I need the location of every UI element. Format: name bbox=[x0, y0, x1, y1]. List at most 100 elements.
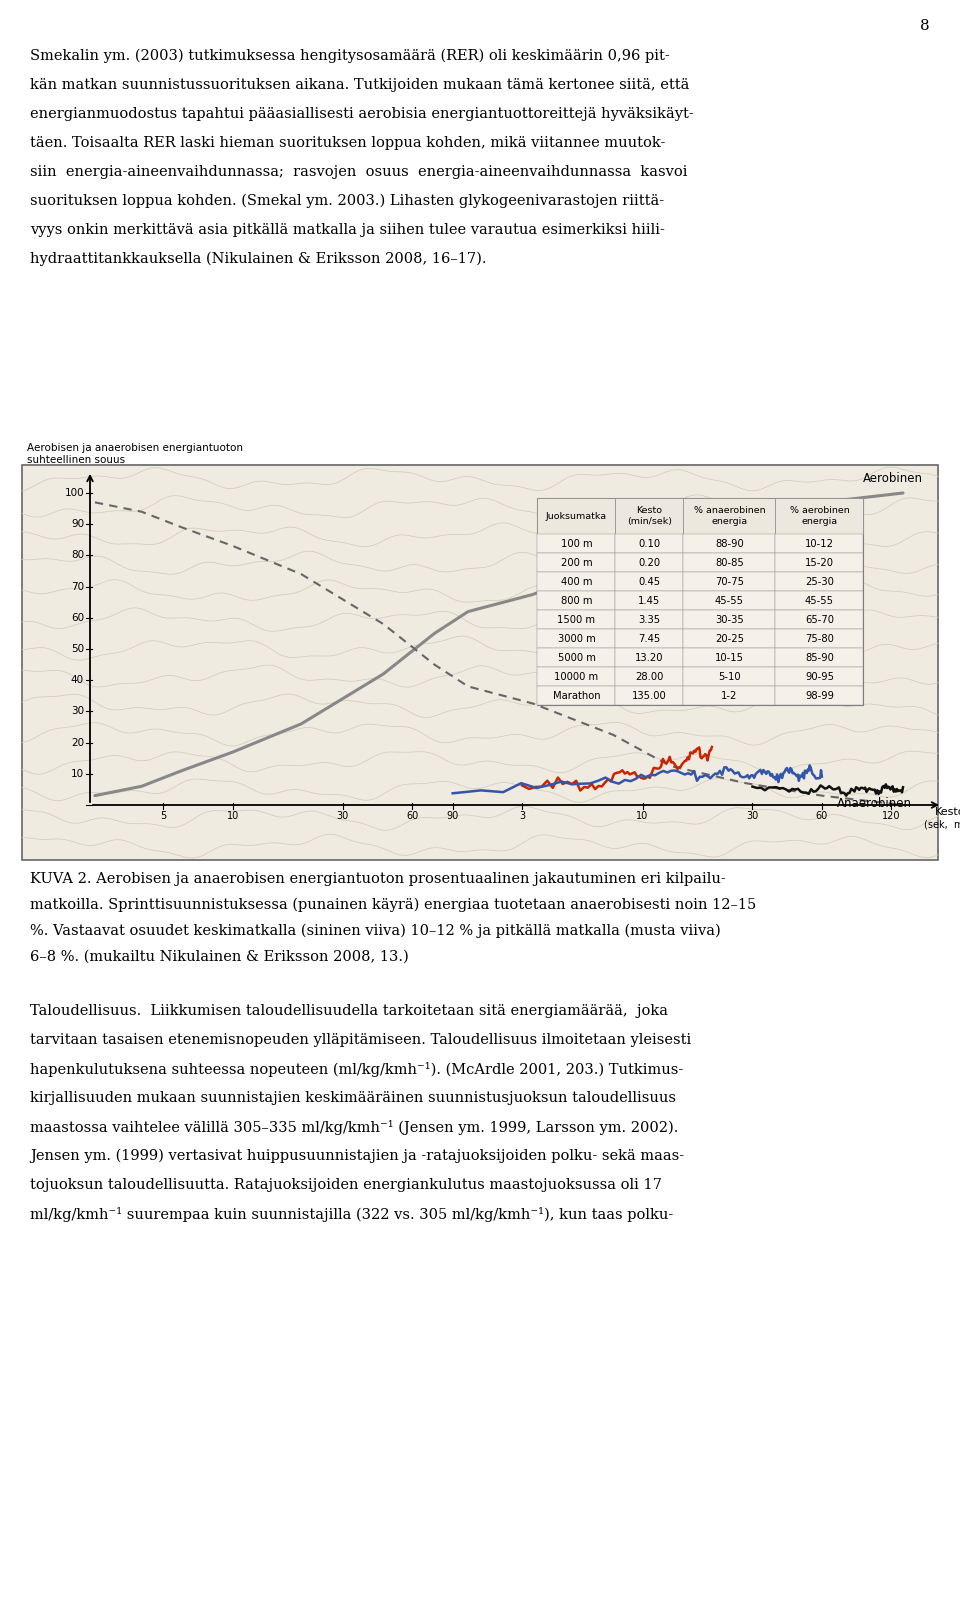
Text: 20-25: 20-25 bbox=[715, 634, 744, 644]
Bar bbox=[776, 685, 863, 705]
Bar bbox=[776, 629, 863, 648]
Text: 120: 120 bbox=[882, 811, 900, 821]
Text: 30: 30 bbox=[71, 706, 84, 716]
Text: 3: 3 bbox=[519, 811, 525, 821]
Bar bbox=[538, 668, 615, 685]
Bar bbox=[615, 591, 684, 610]
Bar bbox=[684, 629, 776, 648]
Bar bbox=[684, 610, 776, 629]
Bar bbox=[684, 534, 776, 553]
Text: 1-2: 1-2 bbox=[721, 690, 737, 700]
Text: 7.45: 7.45 bbox=[638, 634, 660, 644]
Bar bbox=[538, 648, 615, 668]
Text: (sek,  min): (sek, min) bbox=[924, 819, 960, 829]
Text: Marathon: Marathon bbox=[553, 690, 600, 700]
Bar bbox=[538, 685, 615, 705]
Text: 10: 10 bbox=[71, 769, 84, 779]
Text: Aerobisen ja anaerobisen energiantuoton
suhteellinen souus: Aerobisen ja anaerobisen energiantuoton … bbox=[27, 444, 243, 465]
Text: 10: 10 bbox=[227, 811, 239, 821]
Text: 30: 30 bbox=[746, 811, 758, 821]
Bar bbox=[684, 685, 776, 705]
Text: 60: 60 bbox=[816, 811, 828, 821]
Text: 0.10: 0.10 bbox=[638, 539, 660, 549]
Text: 30-35: 30-35 bbox=[715, 615, 744, 624]
Text: maastossa vaihtelee välillä 305–335 ml/kg/kmh⁻¹ (Jensen ym. 1999, Larsson ym. 20: maastossa vaihtelee välillä 305–335 ml/k… bbox=[30, 1120, 679, 1134]
Bar bbox=[615, 499, 684, 534]
Bar bbox=[615, 534, 684, 553]
Text: 98-99: 98-99 bbox=[805, 690, 834, 700]
Text: 5000 m: 5000 m bbox=[558, 653, 595, 663]
Text: 40: 40 bbox=[71, 676, 84, 685]
Bar bbox=[615, 629, 684, 648]
Bar bbox=[538, 499, 615, 534]
Text: 5-10: 5-10 bbox=[718, 671, 741, 682]
Bar bbox=[538, 534, 615, 553]
Text: 100: 100 bbox=[64, 488, 84, 499]
Text: 75-80: 75-80 bbox=[805, 634, 834, 644]
Text: 10: 10 bbox=[636, 811, 649, 821]
Text: hydraattitankkauksella (Nikulainen & Eriksson 2008, 16–17).: hydraattitankkauksella (Nikulainen & Eri… bbox=[30, 253, 487, 267]
Text: vyys onkin merkittävä asia pitkällä matkalla ja siihen tulee varautua esimerkiks: vyys onkin merkittävä asia pitkällä matk… bbox=[30, 224, 665, 237]
Bar bbox=[684, 573, 776, 591]
Text: 13.20: 13.20 bbox=[636, 653, 663, 663]
Text: 65-70: 65-70 bbox=[805, 615, 834, 624]
Bar bbox=[776, 553, 863, 573]
Bar bbox=[684, 591, 776, 610]
Text: % aerobinen
energia: % aerobinen energia bbox=[790, 507, 850, 526]
Text: Kesto: Kesto bbox=[935, 808, 960, 817]
Text: 1.45: 1.45 bbox=[638, 595, 660, 605]
Bar bbox=[538, 591, 615, 610]
Bar bbox=[538, 553, 615, 573]
Text: tarvitaan tasaisen etenemisnopeuden ylläpitämiseen. Taloudellisuus ilmoitetaan y: tarvitaan tasaisen etenemisnopeuden yllä… bbox=[30, 1033, 691, 1047]
Text: 3000 m: 3000 m bbox=[558, 634, 595, 644]
Bar bbox=[538, 573, 615, 591]
Text: 60: 60 bbox=[71, 613, 84, 623]
Text: Smekalin ym. (2003) tutkimuksessa hengitysosamäärä (RER) oli keskimäärin 0,96 pi: Smekalin ym. (2003) tutkimuksessa hengit… bbox=[30, 48, 670, 63]
Text: siin  energia-aineenvaihdunnassa;  rasvojen  osuus  energia-aineenvaihdunnassa  : siin energia-aineenvaihdunnassa; rasvoje… bbox=[30, 166, 687, 179]
Text: 0.20: 0.20 bbox=[638, 557, 660, 568]
Bar bbox=[776, 573, 863, 591]
Bar bbox=[615, 648, 684, 668]
Text: 45-55: 45-55 bbox=[805, 595, 834, 605]
Bar bbox=[776, 648, 863, 668]
Text: Taloudellisuus.  Liikkumisen taloudellisuudella tarkoitetaan sitä energiamäärää,: Taloudellisuus. Liikkumisen taloudellisu… bbox=[30, 1004, 668, 1018]
Text: 8: 8 bbox=[921, 19, 930, 34]
Text: 60: 60 bbox=[406, 811, 419, 821]
Text: 3.35: 3.35 bbox=[638, 615, 660, 624]
Text: 88-90: 88-90 bbox=[715, 539, 744, 549]
Text: 0.45: 0.45 bbox=[638, 576, 660, 587]
Text: 15-20: 15-20 bbox=[805, 557, 834, 568]
Text: 25-30: 25-30 bbox=[805, 576, 834, 587]
Text: 70: 70 bbox=[71, 581, 84, 592]
Text: %. Vastaavat osuudet keskimatkalla (sininen viiva) 10–12 % ja pitkällä matkalla : %. Vastaavat osuudet keskimatkalla (sini… bbox=[30, 924, 721, 938]
Bar bbox=[684, 499, 776, 534]
Text: 45-55: 45-55 bbox=[715, 595, 744, 605]
Text: matkoilla. Sprinttisuunnistuksessa (punainen käyrä) energiaa tuotetaan anaerobis: matkoilla. Sprinttisuunnistuksessa (puna… bbox=[30, 898, 756, 912]
Bar bbox=[538, 629, 615, 648]
Text: KUVA 2. Aerobisen ja anaerobisen energiantuoton prosentuaalinen jakautuminen eri: KUVA 2. Aerobisen ja anaerobisen energia… bbox=[30, 872, 726, 887]
Text: Juoksumatka: Juoksumatka bbox=[546, 512, 607, 520]
Bar bbox=[776, 668, 863, 685]
Text: 50: 50 bbox=[71, 644, 84, 653]
Text: 100 m: 100 m bbox=[561, 539, 592, 549]
Text: 6–8 %. (mukailtu Nikulainen & Eriksson 2008, 13.): 6–8 %. (mukailtu Nikulainen & Eriksson 2… bbox=[30, 949, 409, 964]
Text: 28.00: 28.00 bbox=[636, 671, 663, 682]
Bar bbox=[615, 573, 684, 591]
Text: täen. Toisaalta RER laski hieman suorituksen loppua kohden, mikä viitannee muuto: täen. Toisaalta RER laski hieman suoritu… bbox=[30, 137, 665, 150]
Text: 10-12: 10-12 bbox=[805, 539, 834, 549]
Text: Jensen ym. (1999) vertasivat huippusuunnistajien ja -ratajuoksijoiden polku- sek: Jensen ym. (1999) vertasivat huippusuunn… bbox=[30, 1149, 684, 1163]
Bar bbox=[776, 499, 863, 534]
Text: Anaerobinen: Anaerobinen bbox=[837, 796, 912, 809]
Text: ml/kg/kmh⁻¹ suurempaa kuin suunnistajilla (322 vs. 305 ml/kg/kmh⁻¹), kun taas po: ml/kg/kmh⁻¹ suurempaa kuin suunnistajill… bbox=[30, 1207, 673, 1221]
Text: kän matkan suunnistussuorituksen aikana. Tutkijoiden mukaan tämä kertonee siitä,: kän matkan suunnistussuorituksen aikana.… bbox=[30, 77, 689, 92]
Bar bbox=[538, 499, 863, 705]
Bar bbox=[776, 534, 863, 553]
Text: 400 m: 400 m bbox=[561, 576, 592, 587]
Text: kirjallisuuden mukaan suunnistajien keskimääräinen suunnistusjuoksun taloudellis: kirjallisuuden mukaan suunnistajien kesk… bbox=[30, 1091, 676, 1105]
Text: 10-15: 10-15 bbox=[715, 653, 744, 663]
Text: 200 m: 200 m bbox=[561, 557, 592, 568]
Text: tojuoksun taloudellisuutta. Ratajuoksijoiden energiankulutus maastojuoksussa oli: tojuoksun taloudellisuutta. Ratajuoksijo… bbox=[30, 1178, 661, 1192]
Text: 20: 20 bbox=[71, 737, 84, 748]
Bar bbox=[684, 668, 776, 685]
Text: 80: 80 bbox=[71, 550, 84, 560]
